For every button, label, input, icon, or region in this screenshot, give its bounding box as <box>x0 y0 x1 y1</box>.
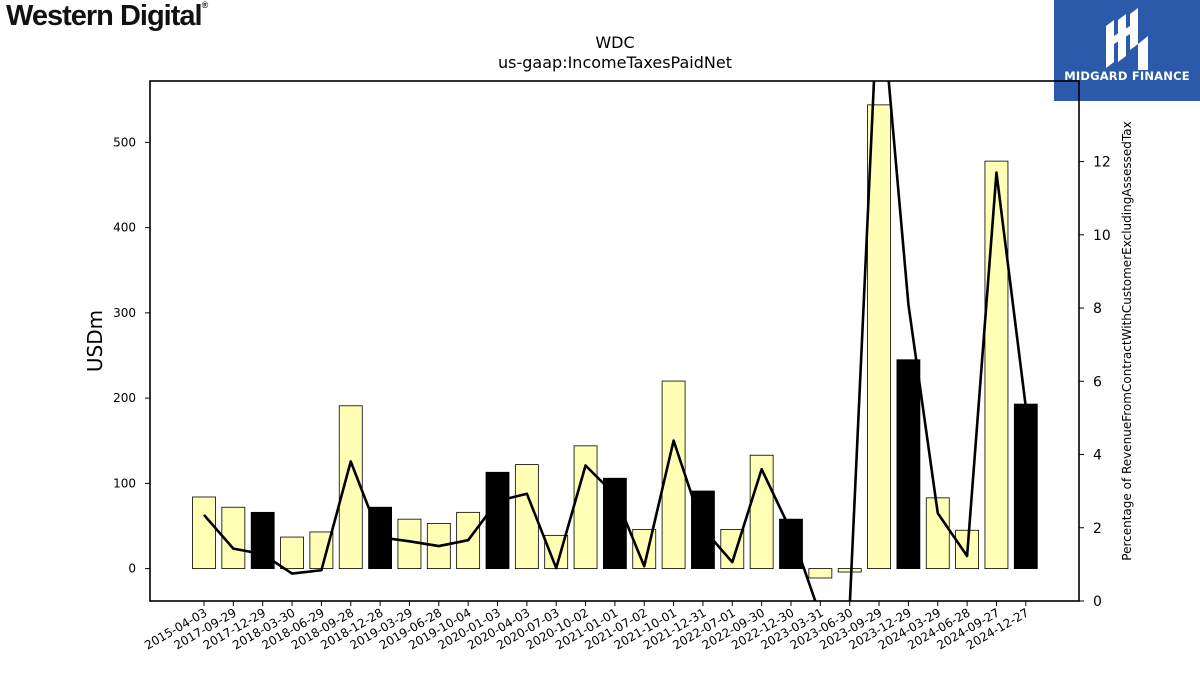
y-axis-label: USDm <box>83 310 107 372</box>
y-tick-label: 500 <box>113 135 136 149</box>
bar-2022-12-30 <box>779 518 803 569</box>
y2-tick-label: 0 <box>1093 594 1102 610</box>
midgard-emblem-icon <box>1106 8 1148 70</box>
bar-2023-12-29 <box>896 359 921 570</box>
y2-tick-label: 4 <box>1093 448 1102 464</box>
bar-2024-09-27 <box>984 160 1009 570</box>
bar-2017-09-29 <box>221 506 246 570</box>
midgard-finance-name: MIDGARD FINANCE <box>1064 69 1190 83</box>
bar-2017-12-29 <box>250 511 275 570</box>
y2-tick-label: 2 <box>1093 521 1102 537</box>
y2-tick-label: 6 <box>1093 374 1102 390</box>
bar-2024-03-29 <box>925 497 950 570</box>
y2-tick-label: 12 <box>1093 155 1111 171</box>
brand-trademark: ® <box>201 0 209 10</box>
bar-2020-04-03 <box>514 464 539 570</box>
y-tick-label: 300 <box>113 306 136 320</box>
bar-2018-09-28 <box>338 405 363 570</box>
bar-2018-03-30 <box>280 536 304 570</box>
bar-2020-01-03 <box>485 471 510 570</box>
bar-2015-04-03 <box>192 496 216 570</box>
bar-2021-01-01 <box>603 477 627 570</box>
y-tick-label: 100 <box>113 476 136 490</box>
bar-2023-03-31 <box>808 568 833 579</box>
bar-2023-06-30 <box>837 568 862 573</box>
percentage-line <box>203 81 1028 601</box>
y2-axis-label: Percentage of RevenueFromContractWithCus… <box>1120 121 1134 560</box>
y-tick-label: 0 <box>128 562 136 576</box>
brand-name: Western Digital <box>6 0 203 32</box>
chart-subtitle: us-gaap:IncomeTaxesPaidNet <box>498 53 732 72</box>
chart-title: WDC <box>595 33 634 52</box>
y2-tick-label: 8 <box>1093 301 1102 317</box>
western-digital-logo: Western Digital® <box>6 0 208 33</box>
y-tick-label: 400 <box>113 221 136 235</box>
bar-2024-12-27 <box>1013 403 1038 569</box>
y2-tick-label: 10 <box>1093 228 1111 244</box>
y-tick-label: 200 <box>113 391 136 405</box>
bar-2023-09-29 <box>867 104 891 570</box>
